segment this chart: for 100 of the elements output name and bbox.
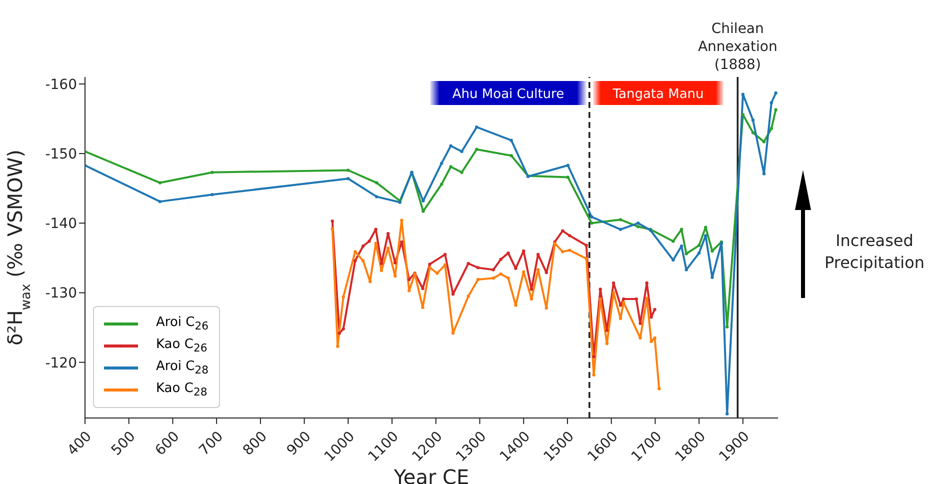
y-tick-label: -140 (45, 216, 77, 232)
point (336, 344, 340, 348)
point (466, 262, 470, 266)
point (645, 296, 648, 300)
point (158, 200, 162, 204)
point (451, 332, 455, 335)
point (361, 244, 365, 248)
point (762, 172, 766, 176)
x-tick-label: 800 (240, 428, 270, 459)
point (506, 251, 510, 255)
point (605, 342, 609, 346)
point (346, 177, 350, 180)
point (584, 257, 588, 260)
text: Increased Precipitation (823, 230, 926, 274)
point (386, 246, 390, 250)
point (449, 165, 452, 168)
point (726, 412, 729, 416)
point (726, 325, 729, 328)
point (400, 240, 404, 244)
point (634, 297, 638, 301)
point (774, 91, 778, 95)
band-label: Tangata Manu (612, 87, 704, 102)
point (530, 288, 534, 291)
point (338, 332, 341, 335)
point (592, 355, 596, 358)
point (499, 258, 502, 261)
band-label: Ahu Moai Culture (452, 87, 564, 102)
point (561, 250, 564, 254)
point (672, 240, 675, 243)
point (605, 328, 609, 332)
x-tick-label: 500 (108, 428, 139, 459)
point (210, 170, 214, 174)
point (375, 181, 378, 184)
point (697, 251, 701, 255)
point (697, 244, 701, 248)
point (408, 278, 411, 282)
point (622, 297, 626, 301)
point (566, 176, 570, 179)
point (330, 219, 334, 223)
point (476, 278, 480, 282)
point (342, 295, 345, 299)
point (762, 140, 766, 144)
point (544, 270, 548, 274)
point (566, 164, 570, 167)
point (568, 248, 572, 252)
point (710, 249, 714, 253)
point (530, 297, 534, 301)
ref-line-label: Chilean Annexation (1888) (698, 21, 778, 73)
legend-label: Aroi C$_{28}$ (156, 359, 209, 377)
point (584, 244, 588, 248)
point (598, 288, 602, 291)
point (590, 215, 594, 218)
point (428, 266, 432, 270)
point (510, 138, 513, 142)
point (741, 112, 745, 116)
point (422, 210, 425, 213)
point (650, 315, 653, 319)
point (475, 148, 478, 151)
point (449, 144, 452, 148)
point (393, 274, 397, 278)
point (645, 281, 648, 285)
y-tick-label: -150 (45, 146, 77, 163)
point (342, 327, 345, 331)
line-series (85, 108, 778, 328)
point (522, 270, 526, 274)
point (522, 249, 526, 253)
point (492, 268, 495, 272)
point (536, 268, 540, 272)
legend-label: Kao C$_{26}$ (156, 337, 208, 355)
x-tick-label: 600 (152, 428, 183, 459)
point (422, 199, 425, 202)
point (393, 261, 397, 264)
point (421, 306, 424, 309)
point (451, 292, 455, 296)
point (590, 222, 594, 225)
point (568, 234, 572, 238)
point (514, 304, 518, 307)
line-series (330, 218, 661, 390)
point (598, 297, 602, 301)
point (408, 289, 411, 292)
point (460, 170, 464, 174)
point (466, 294, 470, 298)
x-axis-title: Year CE (392, 465, 470, 484)
point (158, 181, 162, 184)
point (684, 252, 688, 256)
point (710, 276, 714, 280)
point (636, 222, 640, 225)
point (361, 259, 365, 262)
point (612, 291, 616, 294)
point (386, 232, 390, 236)
point (680, 244, 684, 248)
point (636, 225, 640, 228)
point (770, 126, 774, 130)
point (650, 340, 653, 344)
point (774, 108, 778, 112)
point (536, 252, 540, 256)
point (506, 276, 510, 280)
point (658, 387, 661, 390)
point (428, 262, 432, 266)
point (672, 258, 675, 262)
